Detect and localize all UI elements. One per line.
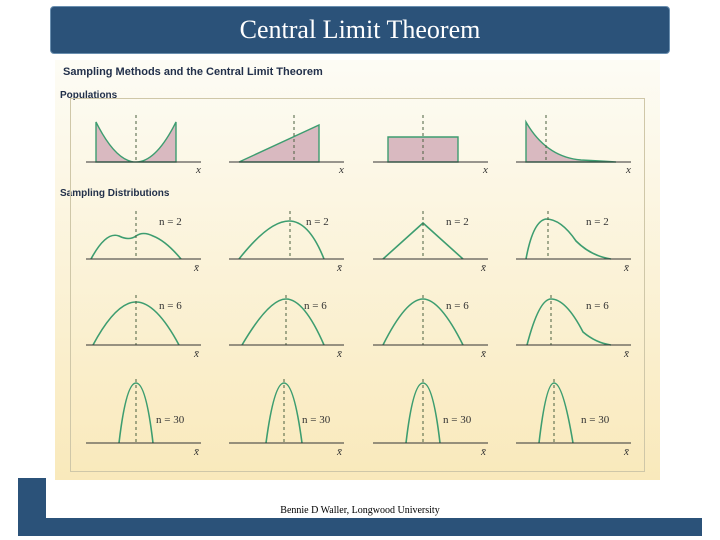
row-n6: n = 6 x̄ n = 6 x̄ n = 6 [71, 287, 644, 367]
pop-triangular: x [214, 107, 357, 179]
footer-bar [18, 518, 702, 536]
footer-credit: Bennie D Waller, Longwood University [0, 505, 720, 516]
axis-x: x [482, 164, 488, 176]
n6-exponential: n = 6 x̄ [501, 287, 644, 367]
n-label: n = 6 [159, 300, 182, 312]
n6-uniform: n = 6 x̄ [358, 287, 501, 367]
figure-heading: Sampling Methods and the Central Limit T… [63, 66, 323, 78]
n-label: n = 2 [446, 216, 469, 228]
axis-xbar: x̄ [480, 348, 486, 360]
axis-xbar: x̄ [480, 262, 486, 274]
pop-uniform: x [358, 107, 501, 179]
n-label: n = 30 [581, 414, 610, 426]
row-n30: n = 30 x̄ n = 30 x̄ n = 30 [71, 375, 644, 465]
axis-xbar: x̄ [336, 446, 342, 458]
axis-xbar: x̄ [623, 348, 629, 360]
page-title: Central Limit Theorem [240, 15, 481, 45]
axis-xbar: x̄ [623, 446, 629, 458]
panel-grid: x x x [70, 98, 645, 472]
n6-bimodal: n = 6 x̄ [71, 287, 214, 367]
n6-triangular: n = 6 x̄ [214, 287, 357, 367]
n-label: n = 30 [443, 414, 472, 426]
n2-bimodal: n = 2 x̄ [71, 201, 214, 281]
axis-xbar: x̄ [336, 348, 342, 360]
n-label: n = 6 [304, 300, 327, 312]
axis-xbar: x̄ [193, 446, 199, 458]
n-label: n = 6 [446, 300, 469, 312]
n-label: n = 30 [156, 414, 185, 426]
n2-exponential: n = 2 x̄ [501, 201, 644, 281]
n-label: n = 2 [306, 216, 329, 228]
n30-bimodal: n = 30 x̄ [71, 375, 214, 465]
n30-exponential: n = 30 x̄ [501, 375, 644, 465]
axis-xbar: x̄ [623, 262, 629, 274]
axis-x: x [338, 164, 344, 176]
n-label: n = 2 [159, 216, 182, 228]
n-label: n = 6 [586, 300, 609, 312]
n-label: n = 2 [586, 216, 609, 228]
n2-uniform: n = 2 x̄ [358, 201, 501, 281]
row-populations: x x x [71, 107, 644, 179]
axis-xbar: x̄ [193, 348, 199, 360]
n30-triangular: n = 30 x̄ [214, 375, 357, 465]
pop-bimodal: x [71, 107, 214, 179]
n-label: n = 30 [302, 414, 331, 426]
axis-x: x [625, 164, 631, 176]
axis-xbar: x̄ [193, 262, 199, 274]
axis-x: x [195, 164, 201, 176]
pop-exponential: x [501, 107, 644, 179]
axis-xbar: x̄ [336, 262, 342, 274]
n30-uniform: n = 30 x̄ [358, 375, 501, 465]
axis-xbar: x̄ [480, 446, 486, 458]
title-banner: Central Limit Theorem [50, 6, 670, 54]
row-n2: n = 2 x̄ n = 2 x̄ n = 2 [71, 201, 644, 281]
n2-triangular: n = 2 x̄ [214, 201, 357, 281]
clt-figure: Sampling Methods and the Central Limit T… [55, 60, 660, 480]
